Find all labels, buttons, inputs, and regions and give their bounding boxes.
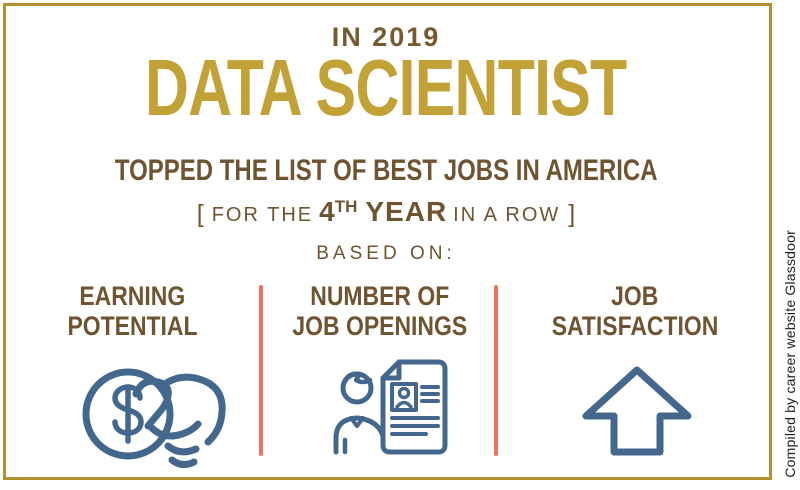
criterion-label-line: SATISFACTION bbox=[499, 311, 771, 341]
criterion-earning-potential: EARNING POTENTIAL bbox=[3, 281, 261, 341]
bracket-note: [ FOR THE 4TH YEAR IN A ROW] bbox=[0, 196, 772, 228]
criterion-label-line: EARNING bbox=[3, 281, 261, 311]
in-a-row-text: IN A ROW bbox=[453, 204, 561, 226]
criterion-job-openings: NUMBER OF JOB OPENINGS bbox=[263, 281, 497, 341]
criterion-job-satisfaction: JOB SATISFACTION bbox=[499, 281, 771, 341]
column-divider bbox=[259, 285, 263, 456]
criterion-label-line: POTENTIAL bbox=[3, 311, 261, 341]
criterion-label-text: JOB OPENINGS bbox=[292, 311, 468, 342]
criterion-label-text: SATISFACTION bbox=[551, 311, 719, 342]
coin-in-hand-icon bbox=[82, 368, 226, 469]
column-divider bbox=[494, 285, 498, 456]
close-bracket: ] bbox=[568, 200, 576, 228]
criterion-label-text: EARNING bbox=[79, 281, 185, 311]
open-bracket: [ bbox=[196, 200, 204, 228]
arrow-up-icon bbox=[582, 366, 692, 456]
page-title: DATA SCIENTIST bbox=[0, 48, 772, 128]
year-number: 4 bbox=[319, 196, 335, 227]
page-title-text: DATA SCIENTIST bbox=[145, 43, 627, 132]
based-on-label: BASED ON: bbox=[316, 243, 456, 264]
for-the-text: FOR THE bbox=[211, 204, 314, 226]
subtitle: TOPPED THE LIST OF BEST JOBS IN AMERICA bbox=[0, 154, 772, 188]
kicker-year: IN 2019 bbox=[331, 22, 441, 52]
year-ordinal-suffix: TH bbox=[334, 197, 358, 216]
criterion-label-line: NUMBER OF bbox=[263, 281, 497, 311]
gold-border-frame bbox=[3, 3, 772, 480]
subtitle-text: TOPPED THE LIST OF BEST JOBS IN AMERICA bbox=[114, 154, 658, 187]
criterion-label-line: JOB bbox=[499, 281, 771, 311]
year-word: YEAR bbox=[365, 196, 448, 227]
criterion-label-text: JOB bbox=[611, 281, 659, 311]
criterion-label-text: POTENTIAL bbox=[66, 311, 198, 342]
criterion-label-text: NUMBER OF bbox=[310, 281, 450, 311]
criterion-label-line: JOB OPENINGS bbox=[263, 311, 497, 341]
person-resume-icon bbox=[333, 359, 448, 455]
attribution-text: Compiled by career website Glassdoor bbox=[782, 230, 798, 478]
